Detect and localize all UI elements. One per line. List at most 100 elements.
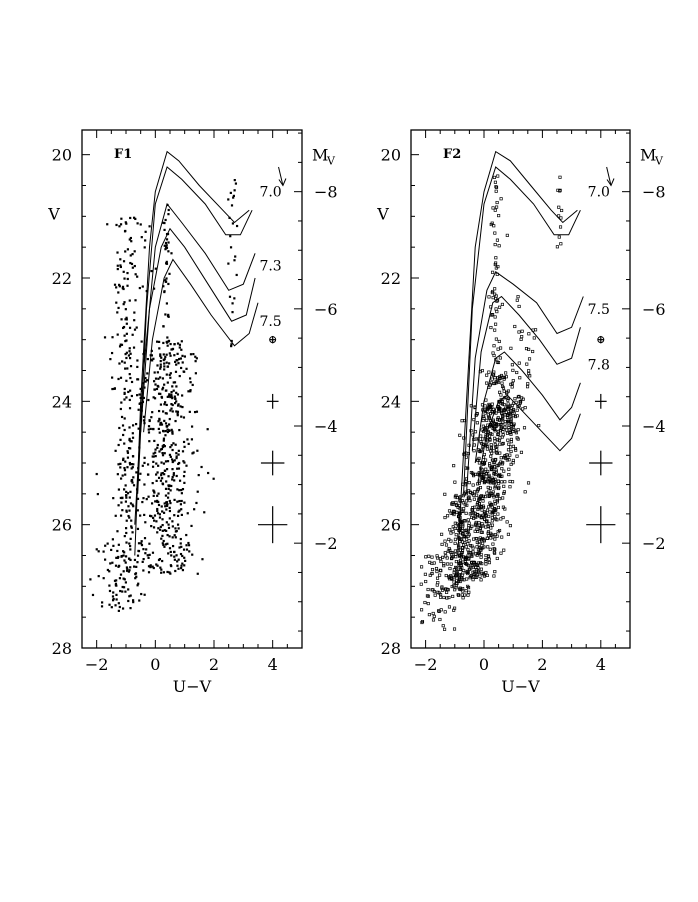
star-point	[501, 415, 505, 419]
star-point	[492, 472, 496, 476]
star-point	[471, 471, 475, 475]
star-point	[119, 343, 122, 346]
star-point	[161, 518, 164, 521]
star-point	[148, 553, 151, 556]
star-point	[233, 189, 236, 192]
star-point	[171, 536, 174, 539]
star-point	[454, 552, 458, 556]
star-point	[176, 410, 180, 413]
star-point	[481, 513, 485, 517]
star-point	[496, 416, 500, 420]
star-point	[500, 399, 504, 403]
star-point	[128, 426, 131, 429]
star-point	[128, 326, 132, 329]
x-axis-label: U−V	[173, 677, 212, 696]
right-tick-label: −6	[314, 300, 338, 319]
star-point	[130, 262, 134, 266]
star-point	[509, 346, 513, 350]
star-point	[455, 526, 460, 530]
star-point	[131, 436, 135, 439]
star-point	[482, 470, 486, 474]
star-point	[507, 467, 511, 471]
star-point	[444, 554, 448, 558]
star-point	[458, 558, 463, 562]
star-point	[153, 388, 156, 391]
star-point	[161, 388, 164, 391]
star-point	[131, 424, 135, 427]
star-point	[458, 503, 462, 507]
star-point	[458, 579, 462, 584]
star-point	[171, 403, 174, 407]
star-point	[140, 236, 143, 239]
star-point	[124, 473, 127, 476]
star-point	[229, 246, 233, 249]
star-point	[183, 355, 187, 358]
star-point	[141, 464, 144, 467]
star-point	[161, 542, 164, 545]
star-point	[157, 476, 161, 479]
star-point	[140, 540, 143, 543]
star-point	[166, 570, 169, 574]
star-point	[177, 403, 180, 406]
star-point	[476, 482, 480, 486]
star-point	[484, 398, 488, 402]
star-point	[156, 509, 159, 512]
star-point	[185, 533, 188, 537]
star-point	[128, 238, 131, 241]
star-point	[160, 423, 164, 426]
star-point	[133, 311, 136, 314]
star-point	[165, 246, 169, 249]
star-point	[127, 514, 130, 518]
star-point	[490, 519, 494, 523]
star-point	[234, 255, 237, 258]
star-point	[148, 419, 151, 423]
star-point	[167, 241, 170, 244]
star-point	[509, 445, 513, 449]
star-point	[164, 218, 167, 222]
star-point	[140, 409, 143, 412]
star-point	[133, 264, 136, 268]
star-point	[171, 410, 174, 413]
star-point	[506, 398, 510, 402]
star-point	[490, 516, 494, 520]
star-point	[120, 217, 123, 220]
star-point	[447, 509, 452, 513]
star-point	[479, 434, 483, 438]
star-point	[509, 382, 513, 386]
star-point	[114, 604, 117, 607]
star-point	[475, 553, 479, 557]
star-point	[183, 564, 186, 567]
star-point	[506, 438, 510, 442]
star-point	[193, 508, 196, 511]
star-point	[466, 518, 470, 522]
star-point	[476, 569, 480, 573]
star-point	[163, 290, 166, 293]
star-point	[493, 231, 497, 235]
star-point	[494, 294, 498, 298]
isochrone-line	[143, 258, 259, 433]
star-point	[163, 473, 166, 476]
star-point	[495, 272, 499, 276]
star-point	[122, 433, 125, 437]
star-point	[233, 178, 236, 182]
star-point	[130, 240, 133, 243]
star-point	[126, 492, 130, 495]
star-point	[177, 449, 180, 452]
star-point	[488, 510, 492, 514]
isochrone-age-label: 7.5	[588, 302, 610, 318]
star-point	[128, 398, 131, 402]
star-point	[151, 551, 155, 554]
star-point	[482, 461, 486, 465]
star-point	[487, 557, 491, 561]
star-point	[494, 185, 498, 189]
star-point	[230, 343, 233, 346]
star-point	[498, 497, 502, 501]
star-point	[163, 383, 166, 386]
star-point	[495, 556, 499, 561]
star-point	[496, 174, 500, 178]
star-point	[477, 551, 481, 555]
star-point	[129, 594, 132, 597]
star-point	[122, 570, 125, 573]
star-point	[231, 302, 234, 305]
star-point	[164, 460, 168, 463]
